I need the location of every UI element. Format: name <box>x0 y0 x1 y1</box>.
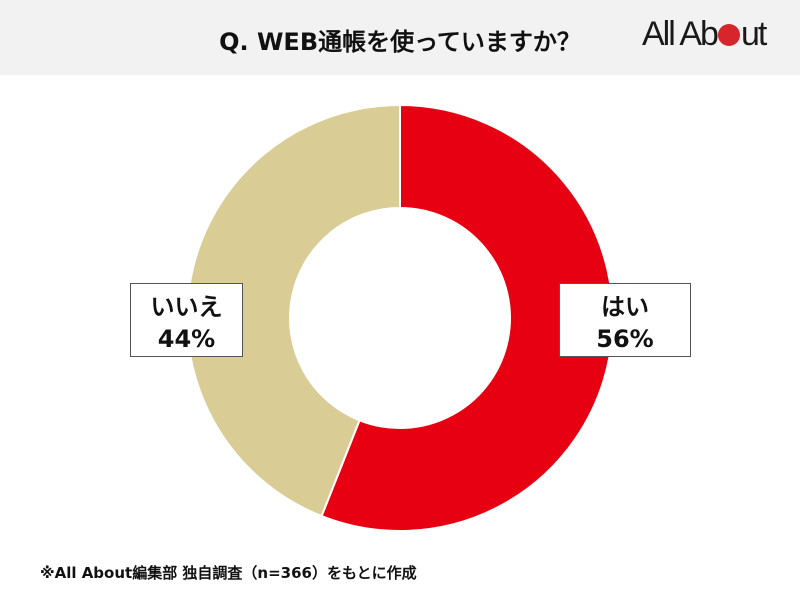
label-yes-name: はい <box>601 293 649 321</box>
donut-slices <box>186 103 614 532</box>
donut-slice-yes <box>320 103 614 532</box>
allabout-logo: All Ab ut <box>642 14 767 54</box>
label-no-name: いいえ <box>150 293 223 321</box>
label-yes-pct: 56% <box>596 325 654 353</box>
label-no-pct: 44% <box>157 325 216 353</box>
logo-text-right: ut <box>740 15 767 53</box>
label-yes: はい 56% <box>559 283 691 357</box>
source-footnote: ※All About編集部 独自調査（n=366）をもとに作成 <box>40 564 417 582</box>
donut-chart <box>186 103 614 532</box>
label-no: いいえ 44% <box>130 283 243 357</box>
donut-slice-no <box>186 103 401 518</box>
logo-text-left: All Ab <box>642 15 719 53</box>
chart-title: Q. WEB通帳を使っていますか？ <box>219 28 581 56</box>
header-bar: Q. WEB通帳を使っていますか？ All Ab ut <box>0 0 800 75</box>
logo-red-dot-icon <box>717 24 740 46</box>
